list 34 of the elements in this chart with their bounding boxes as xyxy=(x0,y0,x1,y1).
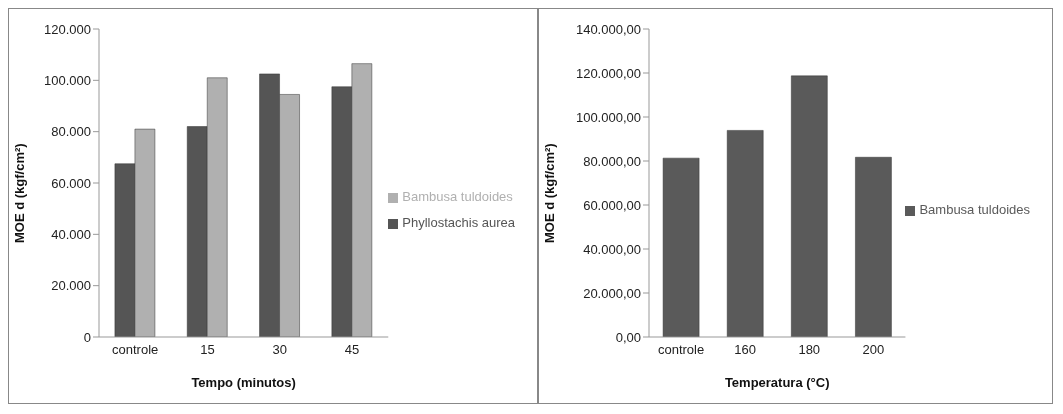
y-tick-label: 60.000,00 xyxy=(583,197,641,213)
y-tick-label: 120.000,00 xyxy=(575,65,641,81)
y-tick-label: 0 xyxy=(83,329,91,345)
x-axis-title: Temperatura (°C) xyxy=(724,375,830,390)
bar xyxy=(662,157,700,337)
y-tick-label: 80.000,00 xyxy=(583,153,641,169)
y-tick-label: 100.000 xyxy=(44,72,91,88)
x-tick-label: 200 xyxy=(862,342,885,358)
bar xyxy=(855,157,892,337)
y-tick-label: 20.000,00 xyxy=(583,285,641,301)
x-axis-title: Tempo (minutos) xyxy=(191,375,296,390)
x-tick-label: 30 xyxy=(272,342,288,358)
bar xyxy=(726,130,764,337)
bar xyxy=(791,75,828,337)
y-tick-label: 100.000,00 xyxy=(575,109,641,125)
y-tick-label: 20.000 xyxy=(51,278,91,294)
y-tick-label: 40.000,00 xyxy=(583,241,641,257)
legend-label: Bambusa tuldoides xyxy=(919,202,1030,217)
legend-label: Phyllostachis aurea xyxy=(402,215,515,230)
y-tick-label: 140.000,00 xyxy=(575,21,641,37)
y-axis-title: MOE d (kgf/cm²) xyxy=(11,143,27,243)
y-tick-label: 60.000 xyxy=(51,175,91,191)
legend-label: Bambusa tuldoides xyxy=(402,189,513,204)
x-tick-label: 15 xyxy=(200,342,215,358)
y-axis-title: MOE d (kgf/cm²) xyxy=(541,143,557,243)
x-tick-label: 180 xyxy=(798,342,821,358)
y-tick-label: 120.000 xyxy=(44,21,91,37)
x-tick-label: controle xyxy=(657,342,705,358)
y-tick-label: 80.000 xyxy=(51,124,91,140)
x-tick-label: 45 xyxy=(344,342,360,358)
y-tick-label: 0,00 xyxy=(615,329,641,345)
x-tick-label: controle xyxy=(112,342,159,358)
y-tick-label: 40.000 xyxy=(51,226,91,242)
x-tick-label: 160 xyxy=(734,342,757,358)
